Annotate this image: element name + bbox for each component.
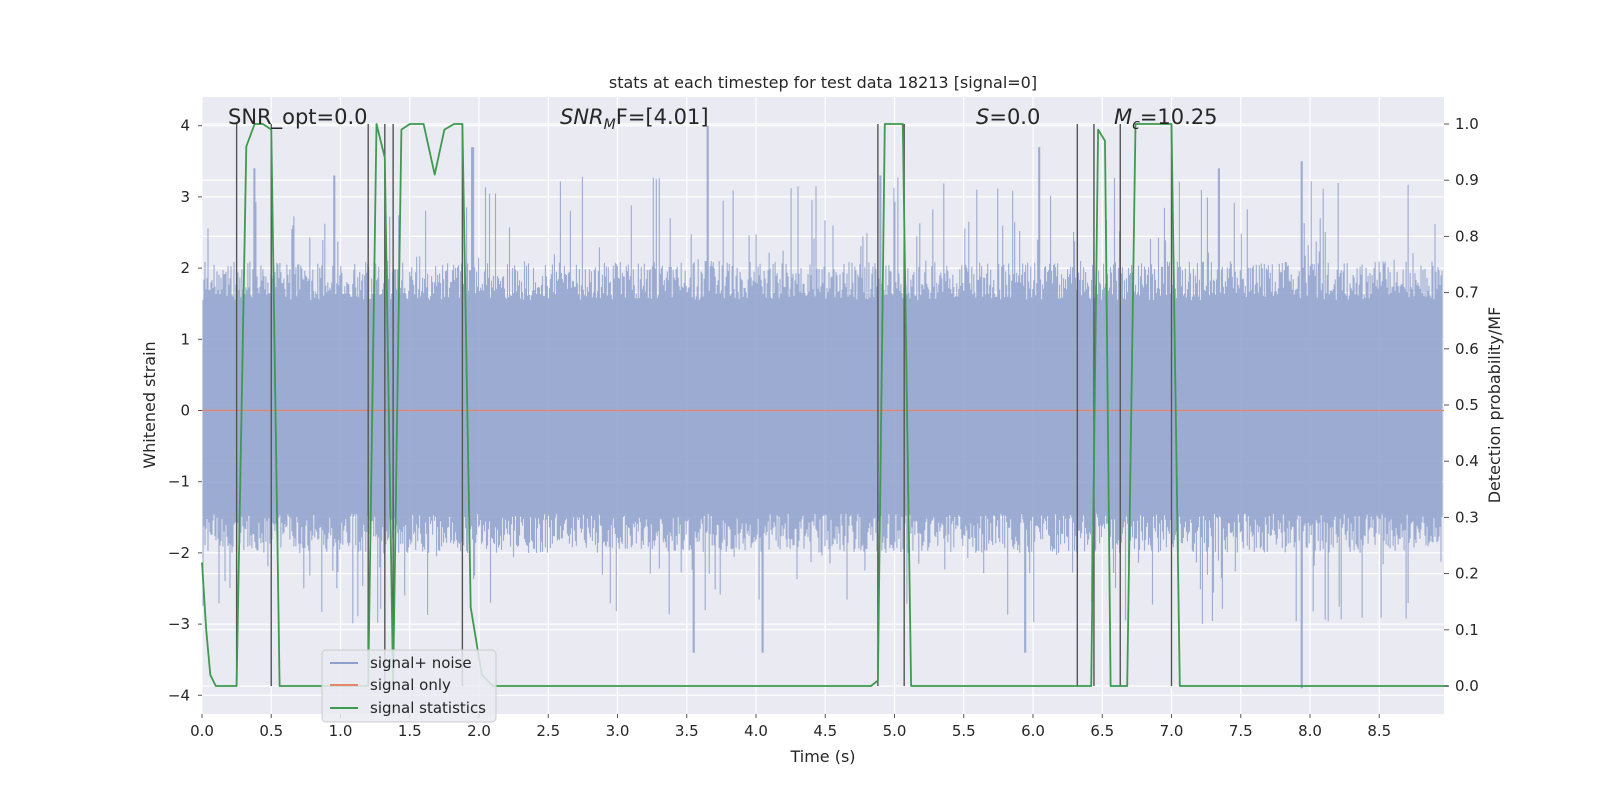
- snr-mf-base: SNR: [560, 105, 604, 129]
- s-annotation: S=0.0: [976, 105, 1040, 129]
- snr-mf-sub: M: [604, 117, 616, 133]
- y2-tick-label: 0.0: [1455, 677, 1479, 695]
- snr-opt-annotation: SNR_opt=0.0: [228, 105, 368, 130]
- y2-tick-label: 0.3: [1455, 508, 1479, 526]
- x-tick-label: 7.5: [1229, 722, 1253, 740]
- y-axis-label: Whitened strain: [140, 341, 159, 468]
- x-tick-label: 2.0: [467, 722, 491, 740]
- y-tick-label: −2: [168, 544, 190, 562]
- y-tick-label: −3: [168, 615, 190, 633]
- y-tick-label: 3: [180, 188, 190, 206]
- y2-tick-label: 0.7: [1455, 284, 1479, 302]
- chart-title: stats at each timestep for test data 182…: [609, 73, 1037, 92]
- snr-mf-rest: F=[4.01]: [616, 105, 709, 129]
- y2-tick-label: 0.6: [1455, 340, 1479, 358]
- x-tick-label: 0.0: [190, 722, 214, 740]
- x-tick-label: 4.0: [744, 722, 768, 740]
- y2-tick-label: 0.8: [1455, 227, 1479, 245]
- signal-noise-series: [202, 125, 1443, 689]
- x-tick-label: 3.0: [606, 722, 630, 740]
- x-tick-label: 3.5: [675, 722, 699, 740]
- y2-tick-label: 0.4: [1455, 452, 1479, 470]
- y2-axis-label: Detection probability/MF: [1485, 307, 1504, 504]
- legend-label-signal-noise: signal+ noise: [370, 654, 472, 672]
- y2-tick-label: 0.5: [1455, 396, 1479, 414]
- x-tick-label: 0.5: [259, 722, 283, 740]
- signal-noise-path: [202, 125, 1443, 689]
- y2-tick-label: 0.2: [1455, 565, 1479, 583]
- x-tick-label: 5.5: [952, 722, 976, 740]
- y2-tick-label: 1.0: [1455, 115, 1479, 133]
- x-tick-label: 7.0: [1160, 722, 1184, 740]
- x-tick-label: 5.0: [883, 722, 907, 740]
- y-tick-label: 4: [180, 117, 190, 135]
- x-tick-labels: 0.0 0.5 1.0 1.5 2.0 2.5 3.0 3.5 4.0 4.5 5.0 5.5 6.0 6…: [190, 714, 1391, 740]
- y-tick-label: 0: [180, 402, 190, 420]
- legend: signal+ noise signal only signal statist…: [321, 649, 497, 723]
- mc-italic: M: [1114, 105, 1132, 129]
- y-tick-label: −1: [168, 473, 190, 491]
- x-tick-label: 4.5: [813, 722, 837, 740]
- y-tick-label: 1: [180, 330, 190, 348]
- y-tick-label: 2: [180, 259, 190, 277]
- signal-statistics-line: [201, 123, 1449, 687]
- legend-label-signal-statistics: signal statistics: [370, 699, 486, 717]
- s-rest: =0.0: [989, 105, 1040, 129]
- x-tick-label: 8.0: [1298, 722, 1322, 740]
- mc-rest: =10.25: [1140, 105, 1218, 129]
- legend-label-signal-only: signal only: [370, 676, 451, 694]
- x-tick-label: 1.5: [398, 722, 422, 740]
- s-italic: S: [976, 105, 989, 129]
- legend-box: [321, 649, 497, 723]
- y-tick-labels: −4 −3 −2 −1 0 1 2 3 4: [168, 117, 202, 704]
- x-tick-label: 8.5: [1367, 722, 1391, 740]
- x-tick-label: 6.5: [1090, 722, 1114, 740]
- y-tick-label: −4: [168, 686, 190, 704]
- mc-annotation: Mc=10.25: [1114, 105, 1218, 133]
- mc-sub: c: [1132, 117, 1140, 133]
- x-tick-label: 1.0: [329, 722, 353, 740]
- x-tick-label: 6.0: [1021, 722, 1045, 740]
- y2-tick-label: 0.1: [1455, 621, 1479, 639]
- y2-tick-labels: 0.0 0.1 0.2 0.3 0.4 0.5 0.6 0.7 0.8 0.9 1.0: [1444, 115, 1479, 695]
- x-tick-label: 2.5: [536, 722, 560, 740]
- x-axis-label: Time (s): [789, 747, 855, 766]
- y2-tick-label: 0.9: [1455, 171, 1479, 189]
- snr-mf-annotation: SNRMF=[4.01]: [560, 105, 709, 133]
